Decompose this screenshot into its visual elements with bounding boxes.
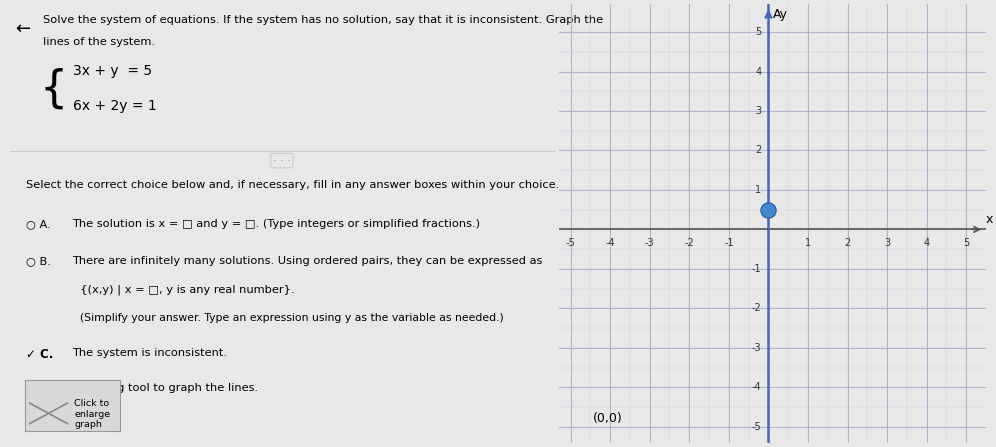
Text: · · ·: · · · <box>273 156 291 165</box>
Text: 5: 5 <box>963 238 969 248</box>
Text: The solution is x = □ and y = □. (Type integers or simplified fractions.): The solution is x = □ and y = □. (Type i… <box>73 219 480 229</box>
Text: lines of the system.: lines of the system. <box>43 38 154 47</box>
Text: 2: 2 <box>755 145 761 156</box>
Text: -4: -4 <box>606 238 615 248</box>
Text: Click to
enlarge
graph: Click to enlarge graph <box>74 400 111 429</box>
Text: 1: 1 <box>805 238 811 248</box>
Text: 3: 3 <box>884 238 890 248</box>
Text: (0,0): (0,0) <box>593 413 622 426</box>
Text: -2: -2 <box>752 304 761 313</box>
Text: 5: 5 <box>755 27 761 37</box>
Text: 2: 2 <box>845 238 851 248</box>
Text: -5: -5 <box>566 238 576 248</box>
Text: 4: 4 <box>923 238 929 248</box>
Text: ✓ C.: ✓ C. <box>26 348 54 361</box>
Text: -3: -3 <box>752 343 761 353</box>
Text: -1: -1 <box>724 238 734 248</box>
Text: Use the graphing tool to graph the lines.: Use the graphing tool to graph the lines… <box>26 384 258 393</box>
Text: x: x <box>986 213 993 226</box>
Text: There are infinitely many solutions. Using ordered pairs, they can be expressed : There are infinitely many solutions. Usi… <box>73 257 543 266</box>
Text: ○ A.: ○ A. <box>26 219 51 229</box>
Text: The system is inconsistent.: The system is inconsistent. <box>73 348 227 358</box>
Text: 3x + y  = 5: 3x + y = 5 <box>73 63 151 78</box>
Text: 1: 1 <box>755 185 761 195</box>
Text: Solve the system of equations. If the system has no solution, say that it is inc: Solve the system of equations. If the sy… <box>43 16 603 25</box>
Text: ○ B.: ○ B. <box>26 257 51 266</box>
Text: ←: ← <box>15 20 31 38</box>
Text: -4: -4 <box>752 382 761 392</box>
Text: -1: -1 <box>752 264 761 274</box>
Text: 3: 3 <box>755 106 761 116</box>
Text: Ay: Ay <box>773 8 788 21</box>
Text: -5: -5 <box>752 422 761 432</box>
Text: -2: -2 <box>684 238 694 248</box>
Text: {(x,y) | x = □, y is any real number}.: {(x,y) | x = □, y is any real number}. <box>73 285 294 295</box>
Text: (Simplify your answer. Type an expression using y as the variable as needed.): (Simplify your answer. Type an expressio… <box>73 313 503 323</box>
Text: 4: 4 <box>755 67 761 76</box>
Text: -3: -3 <box>644 238 654 248</box>
Text: Select the correct choice below and, if necessary, fill in any answer boxes with: Select the correct choice below and, if … <box>26 180 560 190</box>
Text: 6x + 2y = 1: 6x + 2y = 1 <box>73 99 156 113</box>
Text: {: { <box>40 68 68 111</box>
